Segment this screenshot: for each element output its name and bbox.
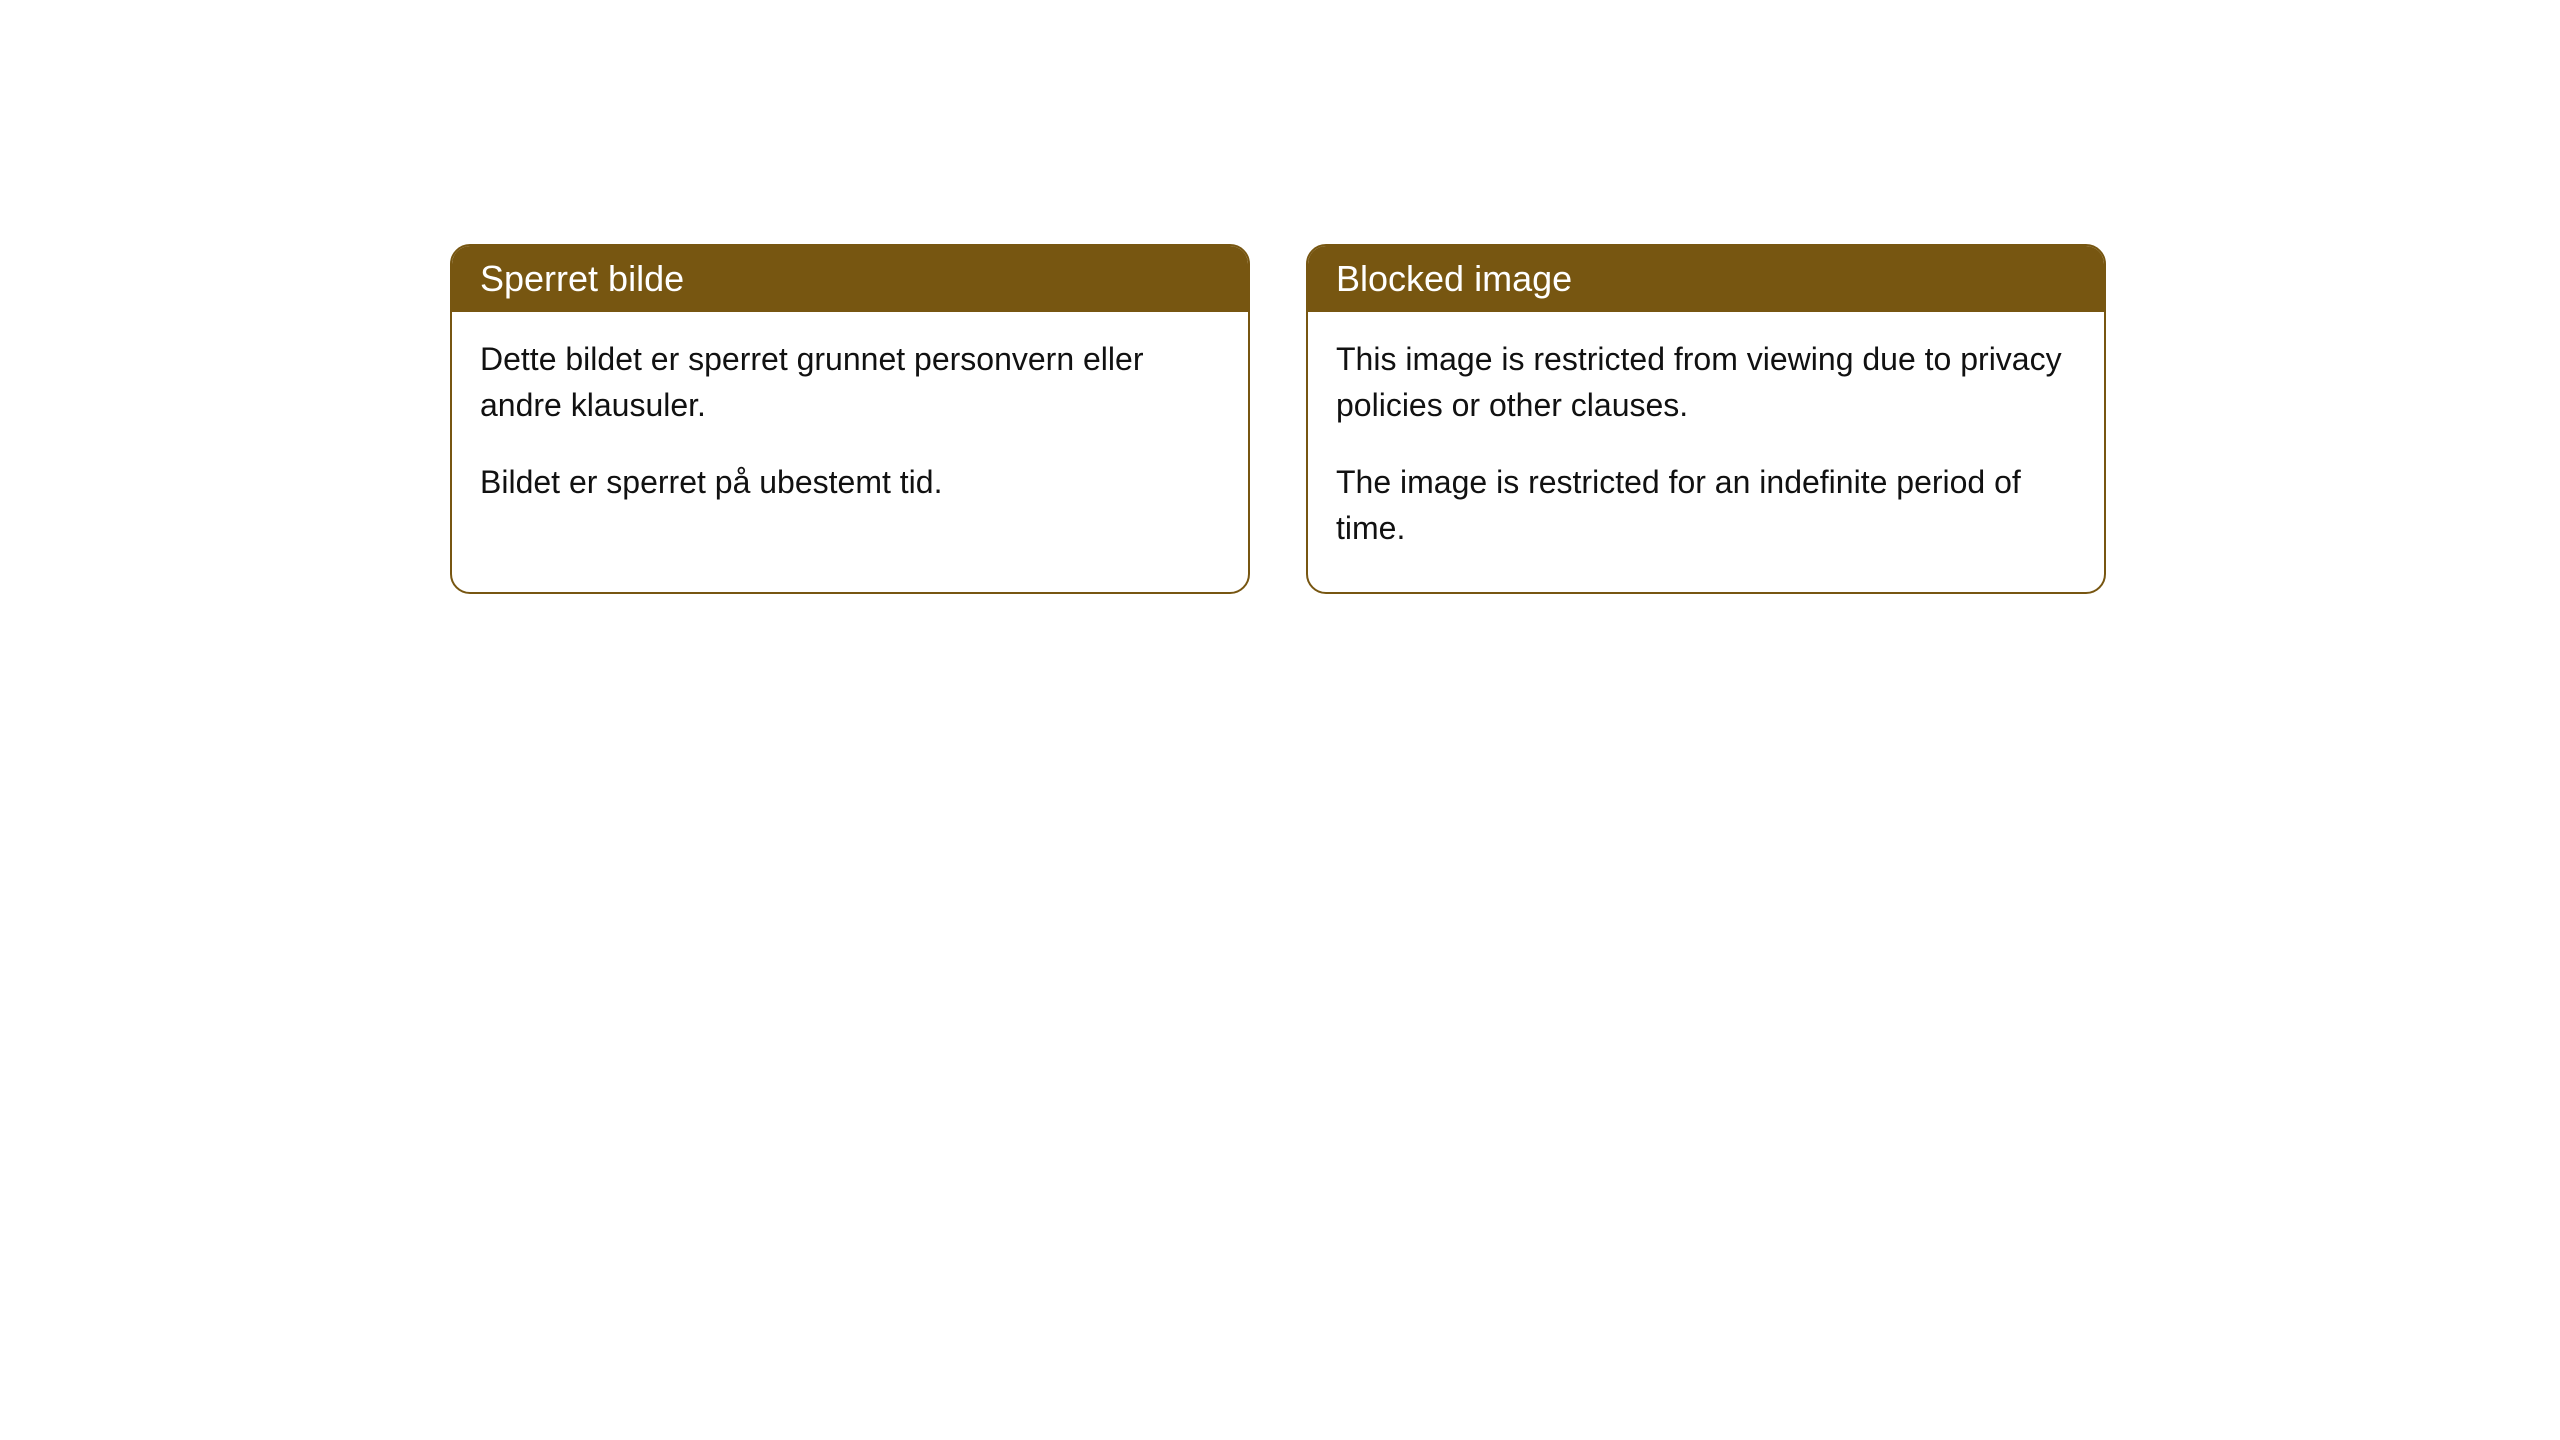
notice-card-title: Blocked image (1336, 258, 1572, 299)
notice-card-paragraph: This image is restricted from viewing du… (1336, 336, 2076, 429)
notice-card-paragraph: Bildet er sperret på ubestemt tid. (480, 459, 1220, 505)
notice-card-body: This image is restricted from viewing du… (1308, 312, 2104, 592)
notice-card-english: Blocked image This image is restricted f… (1306, 244, 2106, 594)
notice-card-header: Blocked image (1308, 246, 2104, 312)
notice-card-norwegian: Sperret bilde Dette bildet er sperret gr… (450, 244, 1250, 594)
notice-card-body: Dette bildet er sperret grunnet personve… (452, 312, 1248, 545)
notice-card-header: Sperret bilde (452, 246, 1248, 312)
notice-card-paragraph: The image is restricted for an indefinit… (1336, 459, 2076, 552)
notice-card-title: Sperret bilde (480, 258, 684, 299)
notice-cards-container: Sperret bilde Dette bildet er sperret gr… (450, 244, 2106, 594)
notice-card-paragraph: Dette bildet er sperret grunnet personve… (480, 336, 1220, 429)
